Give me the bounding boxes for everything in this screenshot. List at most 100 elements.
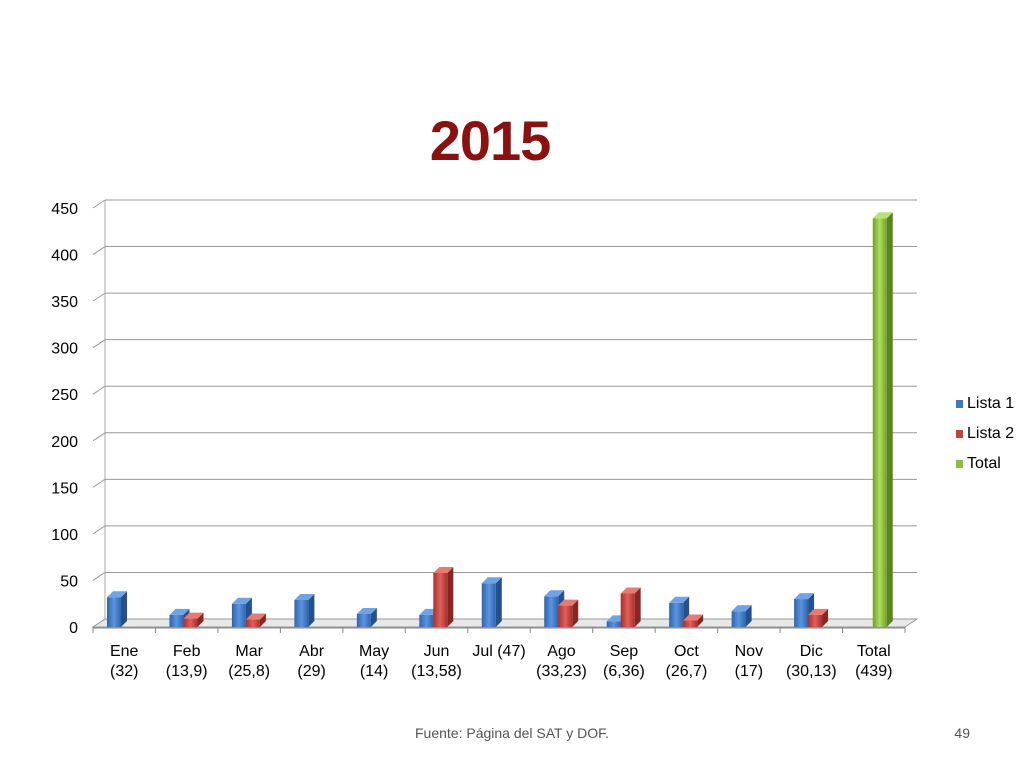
grid-line [92,525,106,535]
category-labels: Ene (32) Feb (13,9) Mar (25,8) Abr (29) May (14) J… [110,643,892,680]
x-tick-sublabel: (439) [855,663,892,680]
legend-label: Total [967,455,1001,472]
bar-front [544,596,559,627]
bar-side [634,587,641,627]
bar-front [794,599,809,627]
chart-title: 2015 [429,109,552,172]
bar-side [495,577,502,627]
bar-front [558,605,573,627]
legend-label: Lista 2 [967,425,1014,442]
bar-front [620,593,635,627]
x-tick-label: Feb [173,643,201,660]
x-tick-label: Jul (47) [472,643,525,660]
bar-side [822,608,829,627]
bar-lista-1 [481,577,502,627]
bar-top [356,607,377,614]
y-tick-label: 250 [51,387,78,404]
bar-top [620,587,641,594]
x-tick-label: Nov [735,643,763,660]
bar-lista-1 [356,607,377,627]
x-tick-label: Ago [547,643,576,660]
bar-front [808,614,823,627]
x-tick-sublabel: (6,36) [603,663,645,680]
bar-lista-2 [245,613,266,627]
bar-front [606,621,621,627]
grid-line [92,246,106,255]
y-tick-label: 100 [51,527,78,544]
grid-line [92,199,106,209]
source-footer: Fuente: Página del SAT y DOF. [414,725,610,741]
bar-front [169,614,184,627]
bar-top [231,597,252,604]
bars [107,212,893,627]
axes: 0 50 100 150 200 250 300 350 400 450 [51,201,919,637]
bar-top [544,590,565,597]
y-tick-label: 450 [51,201,78,218]
bar-side [308,593,315,627]
x-tick-label: Oct [674,643,699,660]
x-tick-sublabel: (25,8) [228,663,270,680]
bar-front [107,597,121,627]
page-number: 49 [954,725,970,741]
bar-top [183,612,204,619]
x-tick-sublabel: (13,58) [411,663,462,680]
legend-swatch [956,400,963,408]
bar-top [872,212,893,219]
legend-label: Lista 1 [967,395,1014,412]
bar-front [419,614,434,627]
x-tick-label: Mar [235,643,263,660]
legend: Lista 1 Lista 2 Total [956,395,1014,472]
grid-line [92,385,106,395]
bar-top [669,596,690,603]
x-tick-sublabel: (17) [735,663,763,680]
legend-swatch [956,430,963,438]
grid-line [92,292,106,302]
y-tick-label: 300 [51,341,78,358]
bar-side [370,607,377,627]
x-tick-sublabel: (33,23) [536,663,587,680]
chart-floor [91,618,919,628]
bar-front [231,603,246,627]
bar-top [169,608,190,615]
bar-top [481,577,502,584]
bar-top [731,605,752,612]
bar-top [433,566,454,573]
bar-lista-1 [731,605,752,627]
bar-side [886,212,893,627]
bar-top [683,614,704,621]
y-tick-label: 50 [60,573,78,590]
grid-line [92,339,106,349]
grid-line [92,432,106,442]
bar-top [107,591,127,598]
x-tick-label: Jun [424,643,450,660]
y-tick-label: 0 [69,620,78,637]
bar-lista-2 [183,612,204,627]
bar-front [872,218,887,627]
bar-front [683,620,698,627]
x-tick-sublabel: (32) [110,663,138,680]
x-tick-sublabel: (14) [360,663,388,680]
bar-front [481,583,496,627]
bar-side [745,605,752,627]
bar-lista-2 [433,566,454,627]
x-tick-sublabel: (30,13) [786,663,837,680]
x-tick-sublabel: (26,7) [665,663,707,680]
bar-front [356,613,371,627]
bar-lista-2 [558,599,579,627]
y-tick-label: 400 [51,248,78,265]
bar-lista-2 [808,608,829,627]
bar-top [245,613,266,620]
bar-front [183,618,198,627]
bar-total [872,212,893,627]
bar-side [447,566,454,627]
x-tick-label: Total [857,643,891,660]
x-tick-label: Dic [800,643,823,660]
bar-side [121,591,127,627]
x-tick-label: Abr [299,643,325,660]
bar-front [433,572,448,627]
bar-top [808,608,829,615]
y-tick-label: 200 [51,434,78,451]
bar-top [794,593,815,600]
bar-top [294,593,315,600]
